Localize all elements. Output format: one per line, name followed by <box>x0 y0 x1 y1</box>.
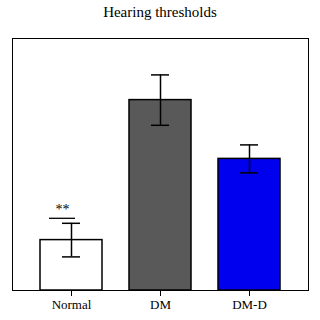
html-text:Hearing thresholds: Hearing thresholds <box>103 4 217 20</box>
svg-text:**: ** <box>56 202 70 217</box>
svg-text:DM-D: DM-D <box>232 297 267 312</box>
svg-text:Normal: Normal <box>52 297 92 312</box>
svg-text:DM: DM <box>150 297 171 312</box>
